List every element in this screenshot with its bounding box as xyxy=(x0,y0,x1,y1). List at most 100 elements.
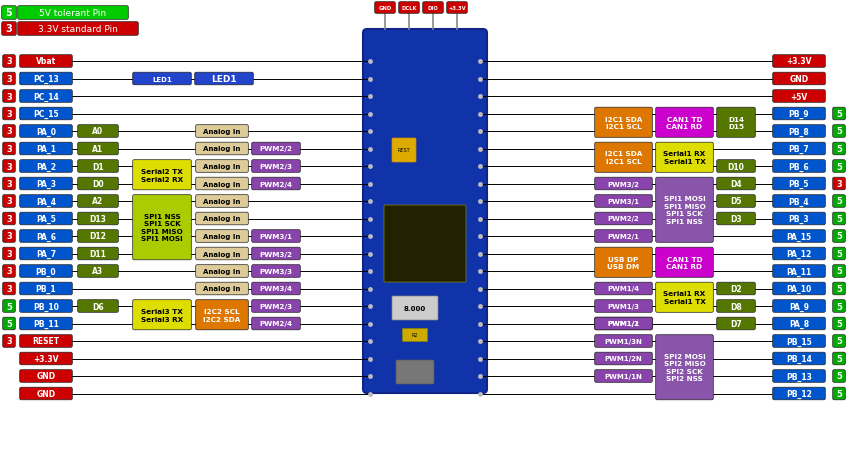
FancyBboxPatch shape xyxy=(595,335,652,348)
FancyBboxPatch shape xyxy=(717,195,756,208)
Text: 3: 3 xyxy=(6,24,13,34)
Text: PWM3/1: PWM3/1 xyxy=(608,198,639,205)
Text: 5: 5 xyxy=(836,197,842,206)
Text: PWM2/4: PWM2/4 xyxy=(259,321,292,327)
FancyBboxPatch shape xyxy=(717,300,756,313)
Text: PB_6: PB_6 xyxy=(789,162,809,171)
FancyBboxPatch shape xyxy=(833,143,845,156)
Text: REST: REST xyxy=(398,148,411,153)
Text: D7: D7 xyxy=(730,319,742,328)
FancyBboxPatch shape xyxy=(773,178,825,190)
FancyBboxPatch shape xyxy=(20,370,72,382)
Text: 5: 5 xyxy=(836,249,842,258)
Text: 5: 5 xyxy=(836,354,842,363)
FancyBboxPatch shape xyxy=(196,283,248,295)
Text: PA_15: PA_15 xyxy=(786,232,812,241)
FancyBboxPatch shape xyxy=(833,125,845,138)
Text: +3.3V: +3.3V xyxy=(33,354,59,363)
FancyBboxPatch shape xyxy=(252,178,300,190)
FancyBboxPatch shape xyxy=(196,161,248,173)
FancyBboxPatch shape xyxy=(196,178,248,190)
FancyBboxPatch shape xyxy=(595,143,652,173)
Text: USB DP
USB DM: USB DP USB DM xyxy=(608,256,639,269)
FancyBboxPatch shape xyxy=(252,300,300,313)
FancyBboxPatch shape xyxy=(655,283,713,313)
FancyBboxPatch shape xyxy=(773,195,825,208)
Text: PA_7: PA_7 xyxy=(36,249,56,258)
FancyBboxPatch shape xyxy=(20,248,72,260)
Text: PB_13: PB_13 xyxy=(786,372,812,381)
FancyBboxPatch shape xyxy=(595,213,652,226)
FancyBboxPatch shape xyxy=(384,206,466,282)
Text: D3: D3 xyxy=(730,215,742,224)
FancyBboxPatch shape xyxy=(133,161,191,190)
FancyBboxPatch shape xyxy=(655,143,713,173)
FancyBboxPatch shape xyxy=(20,195,72,208)
FancyBboxPatch shape xyxy=(20,318,72,330)
FancyBboxPatch shape xyxy=(833,352,845,365)
Text: 5: 5 xyxy=(6,319,12,328)
FancyBboxPatch shape xyxy=(773,335,825,348)
Text: PA_12: PA_12 xyxy=(786,249,812,258)
Text: D12: D12 xyxy=(89,232,106,241)
Text: PWM3/4: PWM3/4 xyxy=(259,286,292,292)
Text: PA_0: PA_0 xyxy=(36,127,56,136)
Text: 3: 3 xyxy=(6,127,12,136)
FancyBboxPatch shape xyxy=(77,143,118,156)
FancyBboxPatch shape xyxy=(18,23,139,36)
FancyBboxPatch shape xyxy=(252,143,300,156)
Text: PC_13: PC_13 xyxy=(33,75,59,84)
FancyBboxPatch shape xyxy=(3,108,15,120)
FancyBboxPatch shape xyxy=(655,248,713,278)
Text: RESET: RESET xyxy=(32,337,60,346)
FancyBboxPatch shape xyxy=(77,178,118,190)
FancyBboxPatch shape xyxy=(833,387,845,400)
Text: PB_11: PB_11 xyxy=(33,319,59,328)
Text: PA_3: PA_3 xyxy=(36,179,56,189)
FancyBboxPatch shape xyxy=(773,161,825,173)
Text: D14
D15: D14 D15 xyxy=(728,116,744,130)
Text: PWM3/1: PWM3/1 xyxy=(259,234,292,239)
Text: Analog In: Analog In xyxy=(203,234,241,239)
Text: I2C2 SCL
I2C2 SDA: I2C2 SCL I2C2 SDA xyxy=(203,308,241,322)
FancyBboxPatch shape xyxy=(833,300,845,313)
FancyBboxPatch shape xyxy=(77,195,118,208)
FancyBboxPatch shape xyxy=(20,265,72,278)
FancyBboxPatch shape xyxy=(196,195,248,208)
Text: PA_5: PA_5 xyxy=(36,215,56,224)
Text: 5: 5 xyxy=(6,302,12,311)
Text: 3: 3 xyxy=(6,179,12,189)
Text: 3.3V standard Pin: 3.3V standard Pin xyxy=(38,25,118,34)
Text: PA_1: PA_1 xyxy=(36,145,56,154)
FancyBboxPatch shape xyxy=(20,230,72,243)
FancyBboxPatch shape xyxy=(833,108,845,120)
FancyBboxPatch shape xyxy=(3,213,15,226)
Text: Analog In: Analog In xyxy=(203,268,241,274)
FancyBboxPatch shape xyxy=(717,108,756,138)
FancyBboxPatch shape xyxy=(595,230,652,243)
Text: 3: 3 xyxy=(6,267,12,276)
Text: 3: 3 xyxy=(6,249,12,258)
Text: CAN1 TD
CAN1 RD: CAN1 TD CAN1 RD xyxy=(666,256,702,269)
FancyBboxPatch shape xyxy=(3,178,15,190)
Text: 5: 5 xyxy=(836,162,842,171)
FancyBboxPatch shape xyxy=(833,248,845,260)
Text: Analog In: Analog In xyxy=(203,129,241,135)
Text: PWM2/1: PWM2/1 xyxy=(608,234,639,239)
FancyBboxPatch shape xyxy=(3,143,15,156)
Text: 5: 5 xyxy=(836,110,842,119)
FancyBboxPatch shape xyxy=(773,143,825,156)
FancyBboxPatch shape xyxy=(655,335,713,400)
Text: 5: 5 xyxy=(836,302,842,311)
Text: GND: GND xyxy=(790,75,808,84)
FancyBboxPatch shape xyxy=(833,283,845,295)
Text: 3: 3 xyxy=(6,57,12,66)
Text: LED1: LED1 xyxy=(211,75,237,84)
FancyBboxPatch shape xyxy=(773,300,825,313)
FancyBboxPatch shape xyxy=(196,230,248,243)
Text: PWM1/3N: PWM1/3N xyxy=(604,338,643,344)
Text: 3: 3 xyxy=(6,110,12,119)
FancyBboxPatch shape xyxy=(20,335,72,348)
FancyBboxPatch shape xyxy=(3,265,15,278)
FancyBboxPatch shape xyxy=(595,352,652,365)
